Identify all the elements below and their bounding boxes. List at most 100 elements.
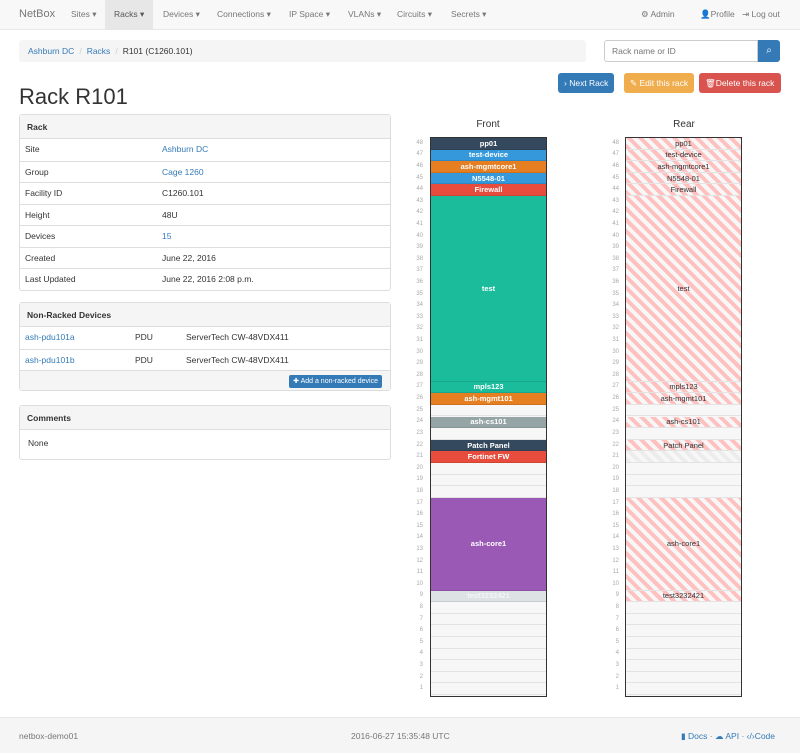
nav-profile[interactable]: 👤Profile — [700, 9, 735, 19]
rack-device-front[interactable]: mpls123 — [431, 381, 546, 394]
rack-unit-slot[interactable] — [431, 463, 546, 475]
code-link[interactable]: ‹/›Code — [746, 731, 776, 741]
rack-unit-slot[interactable] — [626, 602, 741, 614]
unit-number: 16 — [612, 511, 619, 518]
rack-device-rear[interactable]: Patch Panel — [626, 439, 741, 452]
unit-number: 14 — [612, 534, 619, 541]
next-rack-button[interactable]: › Next Rack — [558, 73, 615, 93]
unit-number: 39 — [416, 244, 423, 251]
rack-unit-slot[interactable] — [431, 637, 546, 649]
unit-number: 38 — [416, 255, 423, 262]
add-nonracked-button[interactable]: ✚ Add a non-racked device — [289, 375, 382, 388]
rack-device-front[interactable]: test — [431, 196, 546, 382]
api-link[interactable]: ☁ API — [714, 731, 740, 741]
unit-number: 28 — [612, 371, 619, 378]
nav-racks[interactable]: Racks ▾ — [105, 0, 154, 29]
rack-device-front[interactable]: test-device — [431, 149, 546, 162]
rack-device-front[interactable]: Patch Panel — [431, 439, 546, 452]
rack-device-rear[interactable] — [626, 451, 741, 463]
rack-device-front[interactable]: N5548-01 — [431, 172, 546, 185]
rack-device-front[interactable]: ash-cs101 — [431, 416, 546, 429]
rack-device-front[interactable]: pp01 — [431, 138, 546, 150]
rack-attr-row: Group Cage 1260 — [20, 160, 390, 183]
rack-device-rear[interactable]: ash-core1 — [626, 497, 741, 591]
rack-search-input[interactable] — [604, 40, 758, 62]
rack-unit-slot[interactable] — [431, 672, 546, 684]
attr-value[interactable]: Ashburn DC — [162, 144, 209, 154]
rack-unit-slot[interactable] — [626, 625, 741, 637]
rack-unit-slot[interactable] — [626, 428, 741, 440]
breadcrumb-racks[interactable]: Racks — [86, 46, 111, 56]
nav-admin[interactable]: ⚙ Admin — [641, 9, 675, 19]
docs-link[interactable]: ▮ Docs — [681, 731, 708, 741]
nav-ip-space[interactable]: IP Space ▾ — [289, 9, 330, 19]
nav-logout[interactable]: ⇥ Log out — [742, 9, 780, 19]
attr-value[interactable]: 15 — [162, 231, 172, 241]
attr-value[interactable]: Cage 1260 — [162, 166, 204, 177]
comments-body: None — [28, 438, 49, 448]
unit-number: 40 — [612, 232, 619, 239]
edit-rack-button[interactable]: ✎ Edit this rack — [624, 73, 695, 93]
rack-unit-slot[interactable] — [431, 602, 546, 614]
rack-unit-slot[interactable] — [626, 405, 741, 417]
navbar: NetBox Sites ▾ Racks ▾ Devices ▾ Connect… — [0, 0, 800, 30]
rack-device-rear[interactable]: N5548-01 — [626, 172, 741, 185]
rack-unit-slot[interactable] — [431, 486, 546, 498]
rack-device-rear[interactable]: ash-cs101 — [626, 416, 741, 429]
search-button[interactable]: ⌕ — [758, 40, 780, 62]
rack-unit-slot[interactable] — [626, 463, 741, 475]
rack-unit-slot[interactable] — [431, 649, 546, 661]
rack-unit-slot[interactable] — [626, 660, 741, 672]
unit-number: 11 — [416, 569, 423, 576]
rack-device-front[interactable]: ash-core1 — [431, 497, 546, 591]
rack-device-front[interactable]: ash-mgmtcore1 — [431, 161, 546, 173]
unit-number: 42 — [612, 209, 619, 216]
rack-device-rear[interactable]: ash-mgmtcore1 — [626, 161, 741, 173]
rack-unit-slot[interactable] — [626, 486, 741, 498]
rack-unit-slot[interactable] — [431, 428, 546, 440]
rack-unit-slot[interactable] — [431, 660, 546, 672]
rack-device-rear[interactable]: test3232421 — [626, 590, 741, 603]
rack-device-front[interactable]: Fortinet FW — [431, 451, 546, 463]
brand-logo[interactable]: NetBox — [19, 8, 56, 20]
unit-number: 19 — [612, 476, 619, 483]
nav-connections[interactable]: Connections ▾ — [217, 9, 271, 19]
rack-unit-slot[interactable] — [431, 405, 546, 417]
nav-secrets[interactable]: Secrets ▾ — [451, 9, 487, 19]
nav-sites[interactable]: Sites ▾ — [71, 9, 97, 19]
device-link[interactable]: ash-pdu101b — [25, 354, 75, 365]
rack-device-front[interactable]: Firewall — [431, 184, 546, 196]
rack-unit-slot[interactable] — [626, 649, 741, 661]
unit-number: 24 — [612, 418, 619, 425]
unit-number: 36 — [416, 279, 423, 286]
rack-device-rear[interactable]: mpls123 — [626, 381, 741, 394]
unit-number: 5 — [419, 638, 423, 645]
rack-unit-slot[interactable] — [431, 625, 546, 637]
nav-devices[interactable]: Devices ▾ — [163, 9, 200, 19]
rack-unit-slot[interactable] — [626, 475, 741, 487]
rack-unit-slot[interactable] — [626, 683, 741, 695]
rack-unit-slot[interactable] — [431, 475, 546, 487]
unit-number: 32 — [416, 325, 423, 332]
rack-unit-slot[interactable] — [431, 614, 546, 626]
unit-number: 15 — [612, 522, 619, 529]
rack-unit-slot[interactable] — [431, 683, 546, 695]
rack-device-front[interactable]: test3232421 — [431, 590, 546, 603]
device-link[interactable]: ash-pdu101a — [25, 332, 75, 342]
rack-unit-slot[interactable] — [626, 614, 741, 626]
unit-number: 46 — [416, 163, 423, 169]
breadcrumb-current: R101 (C1260.101) — [122, 46, 193, 56]
nav-circuits[interactable]: Circuits ▾ — [397, 9, 432, 19]
rack-device-front[interactable]: ash-mgmt101 — [431, 393, 546, 405]
unit-number: 47 — [612, 151, 619, 158]
rack-device-rear[interactable]: test-device — [626, 149, 741, 162]
breadcrumb-site[interactable]: Ashburn DC — [28, 46, 75, 56]
rack-device-rear[interactable]: pp01 — [626, 138, 741, 150]
rack-unit-slot[interactable] — [626, 672, 741, 684]
nav-vlans[interactable]: VLANs ▾ — [348, 9, 382, 19]
delete-rack-button[interactable]: 🗑Delete this rack — [699, 73, 781, 93]
rack-unit-slot[interactable] — [626, 637, 741, 649]
rack-device-rear[interactable]: ash-mgmt101 — [626, 393, 741, 405]
rack-device-rear[interactable]: test — [626, 196, 741, 382]
rack-device-rear[interactable]: Firewall — [626, 184, 741, 196]
